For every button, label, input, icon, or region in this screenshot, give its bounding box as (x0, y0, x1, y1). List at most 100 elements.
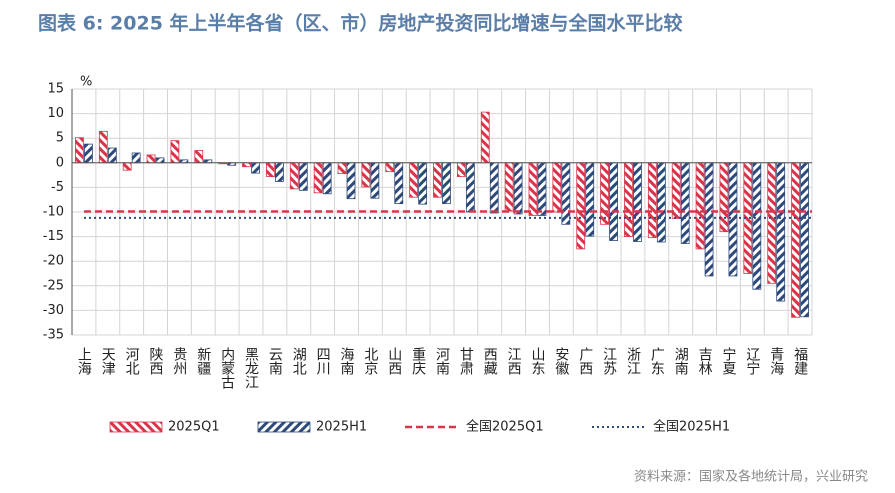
x-tick-label: 甘肃 (458, 347, 474, 375)
bar (418, 162, 428, 205)
x-tick-label: 辽宁 (744, 347, 760, 375)
bar (346, 162, 356, 200)
bar (504, 162, 514, 212)
bar (107, 147, 117, 164)
bar (433, 162, 442, 198)
x-tick-label: 云南 (267, 347, 283, 375)
bar (791, 162, 800, 318)
bar (752, 162, 762, 290)
x-tick-label: 青海 (768, 347, 784, 375)
y-tick-label: -15 (43, 229, 64, 244)
x-tick-label: 西藏 (482, 347, 498, 375)
chart-title: 图表 6: 2025 年上半年各省（区、市）房地产投资同比增速与全国水平比较 (38, 12, 683, 35)
y-tick-label: -20 (43, 254, 64, 269)
bar (456, 162, 466, 177)
bar (394, 162, 404, 205)
legend-label: 全国2025H1 (653, 419, 730, 435)
bar (266, 162, 275, 177)
bar (289, 162, 299, 190)
bar (75, 137, 84, 164)
bar (609, 162, 618, 241)
bar (656, 162, 666, 243)
x-tick-label: 天津 (100, 347, 116, 375)
bar (337, 162, 347, 175)
x-tick-label: 河北 (124, 347, 140, 376)
bar (298, 162, 308, 191)
x-tick-label: 福建 (792, 347, 808, 376)
x-tick-label: 内蒙古 (219, 347, 235, 389)
bar (585, 162, 595, 237)
bar (131, 152, 141, 164)
bar (170, 140, 180, 164)
bar (671, 162, 681, 219)
y-unit: % (80, 75, 92, 90)
bar (728, 162, 738, 277)
bar (322, 162, 332, 195)
y-tick-label: -30 (43, 303, 64, 318)
y-tick-label: 5 (56, 131, 64, 146)
bar (528, 162, 538, 216)
legend-swatch (257, 421, 311, 433)
bar (576, 162, 586, 250)
bar (361, 162, 371, 188)
bar (465, 162, 475, 213)
y-tick-label: 0 (56, 155, 64, 170)
bar (647, 162, 657, 238)
bar (409, 162, 419, 198)
x-tick-label: 广西 (577, 347, 593, 375)
x-tick-label: 宁夏 (720, 346, 736, 375)
x-tick-label: 重庆 (410, 347, 426, 375)
bar (194, 150, 204, 164)
bar (242, 162, 251, 168)
bar (146, 154, 156, 164)
y-tick-label: -10 (43, 205, 64, 220)
x-tick-label: 江苏 (601, 347, 617, 376)
bar (155, 157, 165, 164)
x-tick-label: 湖南 (673, 347, 689, 375)
x-tick-label: 山西 (386, 347, 402, 375)
y-tick-label: -35 (43, 328, 64, 343)
x-tick-label: 江西 (506, 347, 522, 375)
bar (680, 162, 690, 244)
x-tick-label: 陕西 (148, 347, 164, 375)
y-tick-label: 10 (47, 106, 64, 121)
x-tick-label: 浙江 (625, 347, 641, 375)
bar (489, 162, 499, 214)
bar (313, 162, 323, 194)
legend-label: 全国2025Q1 (466, 419, 544, 435)
x-tick-label: 海南 (339, 347, 355, 375)
bar (552, 162, 562, 213)
bar (370, 162, 380, 199)
bar (767, 162, 777, 284)
x-tick-label: 吉林 (697, 347, 713, 375)
x-tick-label: 黑龙江 (243, 347, 259, 389)
bar (275, 162, 284, 182)
x-tick-label: 上海 (76, 347, 92, 375)
bar (633, 162, 642, 242)
y-tick-label: -5 (51, 180, 64, 195)
x-tick-label: 河南 (434, 347, 450, 375)
x-tick-label: 新疆 (195, 347, 211, 375)
bar (800, 162, 809, 318)
x-tick-label: 贵州 (171, 347, 187, 375)
bar (98, 130, 108, 164)
bar (600, 162, 609, 225)
legend-swatch (109, 421, 163, 433)
bar (251, 162, 260, 174)
bar (442, 162, 451, 205)
bar (624, 162, 633, 238)
bar (719, 162, 729, 233)
bar (513, 162, 523, 215)
bar (537, 162, 547, 216)
y-tick-label: 15 (47, 82, 64, 97)
x-tick-label: 四川 (315, 347, 331, 375)
legend-label: 2025Q1 (168, 420, 220, 435)
x-tick-label: 安徽 (553, 347, 569, 375)
x-tick-label: 湖北 (291, 347, 307, 376)
y-tick-label: -25 (43, 278, 64, 293)
bar (480, 111, 490, 164)
bar (695, 162, 705, 250)
bar (561, 162, 571, 225)
x-tick-label: 北京 (362, 347, 378, 375)
